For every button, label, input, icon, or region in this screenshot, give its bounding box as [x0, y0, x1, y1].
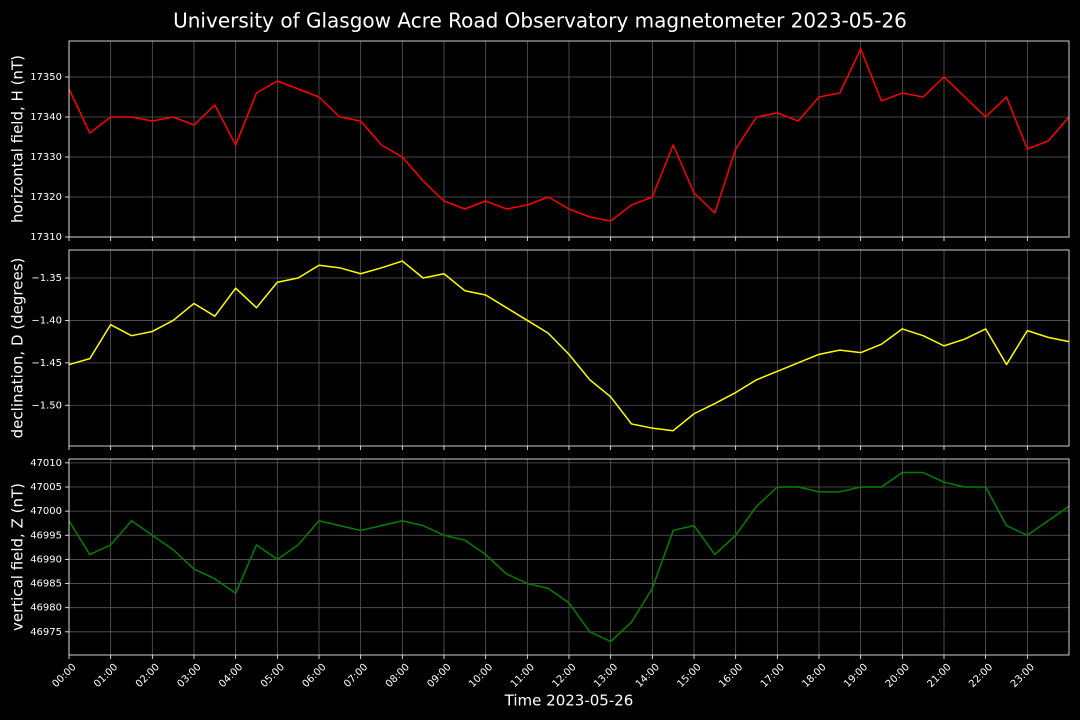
x-tick-label: 17:00 — [759, 662, 787, 690]
x-tick-label: 23:00 — [1009, 662, 1037, 690]
x-tick-label: 02:00 — [134, 662, 162, 690]
x-tick-label: 04:00 — [217, 662, 245, 690]
data-line — [68, 260, 1070, 432]
figure-title: University of Glasgow Acre Road Observat… — [173, 9, 907, 33]
x-axis-label: Time 2023-05-26 — [504, 692, 634, 710]
y-tick-label: 47000 — [30, 506, 62, 517]
y-axis-label: vertical field, Z (nT) — [9, 483, 27, 631]
data-line — [68, 471, 1070, 643]
y-tick-label: −1.40 — [31, 315, 62, 326]
x-tick-label: 15:00 — [675, 662, 703, 690]
x-tick-label: 03:00 — [175, 662, 203, 690]
data-line — [68, 48, 1070, 222]
x-tick-label: 14:00 — [634, 662, 662, 690]
plot-frame — [68, 249, 1070, 447]
y-tick-label: −1.45 — [31, 358, 62, 369]
x-tick-label: 07:00 — [342, 662, 370, 690]
x-tick-label: 19:00 — [842, 662, 870, 690]
y-tick-label: 46995 — [30, 530, 62, 541]
x-tick-label: 21:00 — [925, 662, 953, 690]
x-tick-label: 01:00 — [92, 662, 120, 690]
x-tick-label: 22:00 — [967, 662, 995, 690]
plot-frame — [68, 458, 1070, 656]
y-axis-label: horizontal field, H (nT) — [9, 55, 27, 223]
y-tick-label: 46985 — [30, 579, 62, 590]
x-tick-label: 13:00 — [592, 662, 620, 690]
x-tick-label: 18:00 — [800, 662, 828, 690]
y-tick-label: 17320 — [30, 192, 62, 203]
y-tick-label: 46975 — [30, 627, 62, 638]
y-tick-label: 17340 — [30, 112, 62, 123]
x-tick-label: 10:00 — [467, 662, 495, 690]
y-tick-label: 17310 — [30, 232, 62, 243]
x-tick-label: 16:00 — [717, 662, 745, 690]
y-axis-label: declination, D (degrees) — [9, 258, 27, 439]
y-tick-label: −1.35 — [31, 273, 62, 284]
x-tick-label: 06:00 — [300, 662, 328, 690]
x-tick-label: 05:00 — [259, 662, 287, 690]
x-tick-label: 11:00 — [509, 662, 537, 690]
x-tick-label: 00:00 — [50, 662, 78, 690]
y-tick-label: −1.50 — [31, 400, 62, 411]
x-tick-label: 09:00 — [425, 662, 453, 690]
plot-frame — [68, 40, 1070, 238]
y-tick-label: 46980 — [30, 603, 62, 614]
y-tick-label: 47010 — [30, 458, 62, 469]
x-tick-label: 20:00 — [884, 662, 912, 690]
y-tick-label: 17350 — [30, 72, 62, 83]
x-tick-label: 12:00 — [550, 662, 578, 690]
y-tick-label: 47005 — [30, 482, 62, 493]
y-tick-label: 46990 — [30, 554, 62, 565]
x-tick-label: 08:00 — [384, 662, 412, 690]
y-tick-label: 17330 — [30, 152, 62, 163]
